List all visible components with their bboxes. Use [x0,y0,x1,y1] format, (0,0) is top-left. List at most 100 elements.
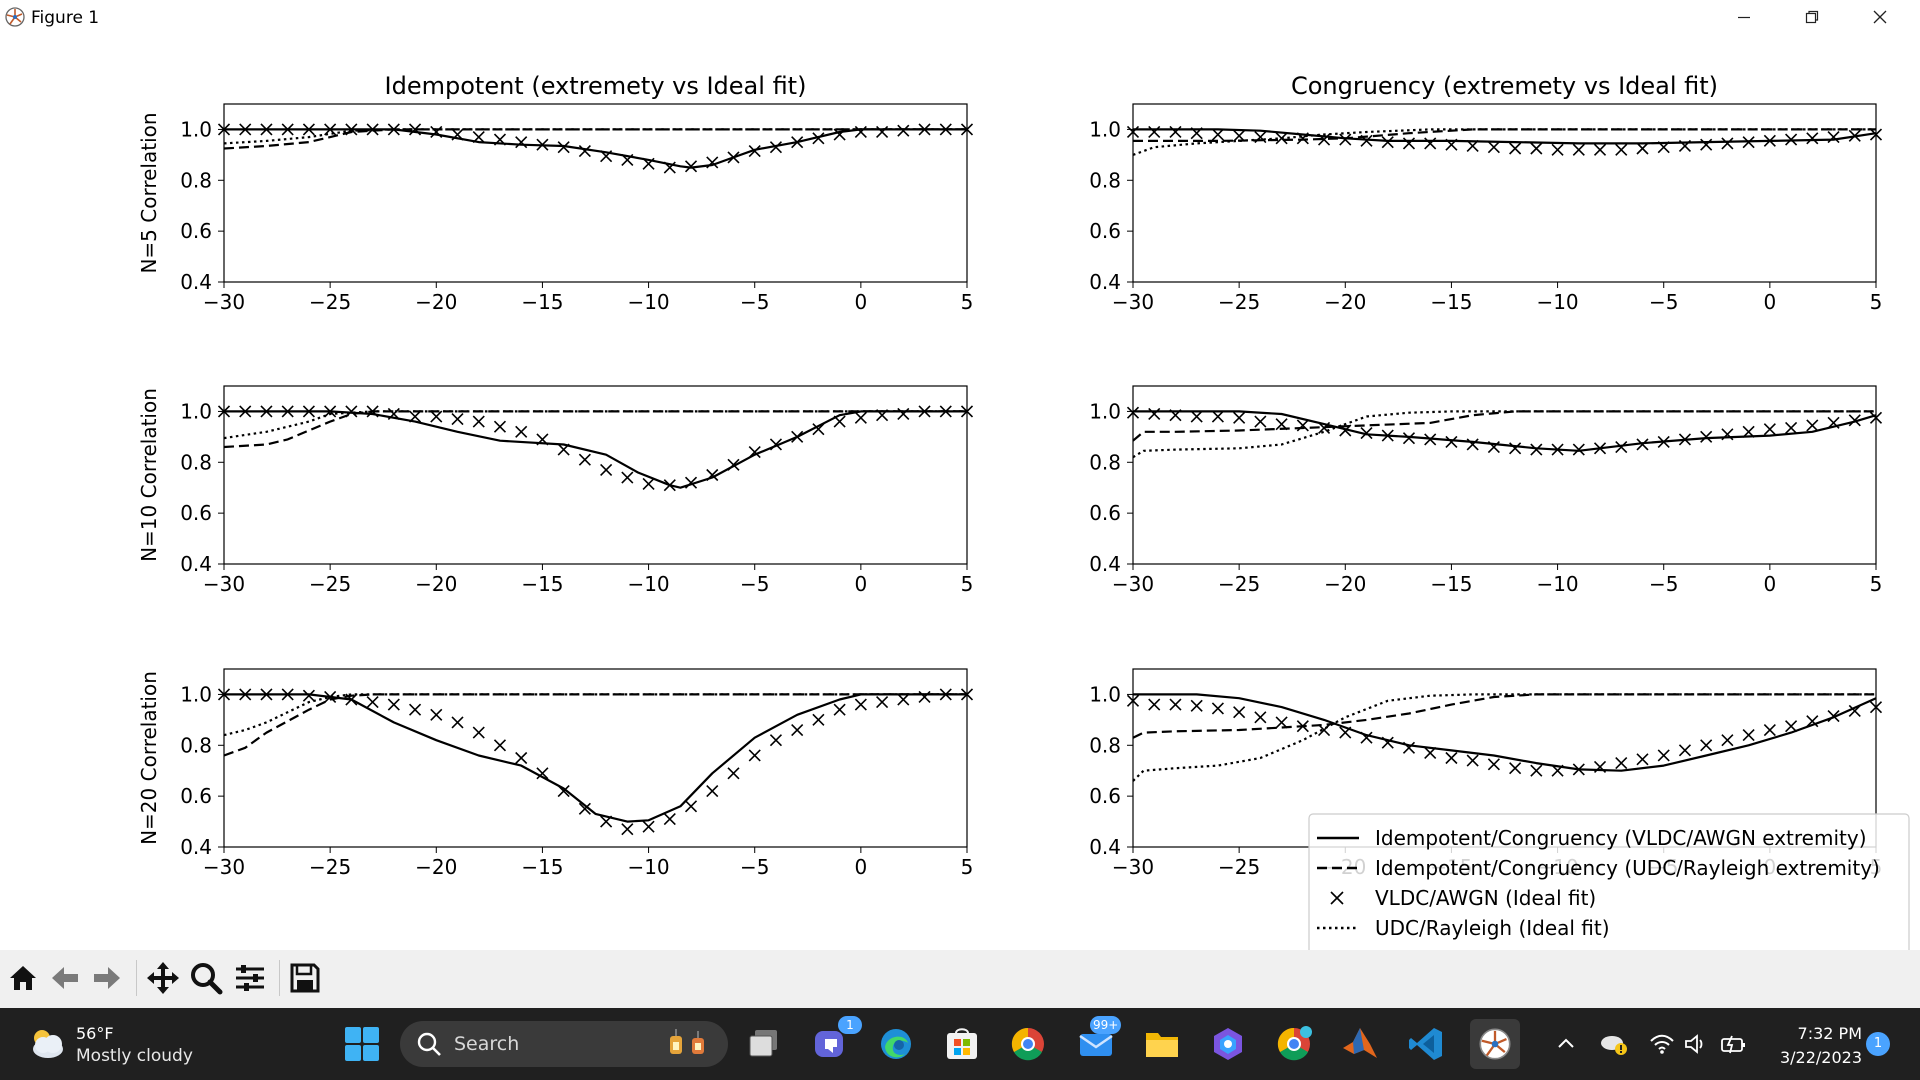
restore-button[interactable] [1778,0,1846,34]
panel-5-vldc-ideal-marker [345,693,358,706]
panel-2-vldc-ideal-marker [1296,132,1309,145]
panel-4-vldc-ideal-marker [1721,428,1734,441]
panel-5-vldc-ideal-marker [387,698,400,711]
file-explorer-button[interactable] [1140,1022,1184,1066]
panel-5-x-tick-label: 0 [854,855,867,879]
home-button[interactable] [2,957,44,999]
panel-4-x-tick-label: −25 [1218,572,1260,596]
panel-4-vldc-ideal-marker [1445,435,1458,449]
weather-widget[interactable]: 56°F Mostly cloudy [26,1022,226,1068]
show-hidden-icons-button[interactable] [1544,1022,1588,1066]
panel-1-axes-frame [223,103,968,283]
weather-temp: 56°F [76,1024,114,1043]
panel-2-udc-extremity-line [1133,128,1876,142]
chrome-button[interactable] [1006,1022,1050,1066]
back-button[interactable] [44,957,86,999]
panel-4-vldc-extremity-line [1133,410,1877,452]
panel-2-vldc-ideal-marker [1700,138,1713,151]
zoom-button[interactable] [185,957,227,999]
battery-button[interactable] [1712,1022,1756,1066]
start-button[interactable] [340,1022,384,1066]
panel-2-vldc-ideal-marker [1466,139,1479,153]
copilot-button[interactable] [1206,1022,1250,1066]
panel-1-vldc-ideal-marker [493,133,507,146]
configure-subplots-button[interactable] [229,957,271,999]
notification-badge[interactable]: 1 [1866,1032,1890,1056]
system-clock[interactable]: 7:32 PM 3/22/2023 [1762,1022,1862,1070]
panel-5-y-tick-label: 0.6 [180,784,212,808]
chrome-profile-button[interactable] [1272,1022,1316,1066]
panel-1-vldc-ideal-marker [451,128,464,141]
panel-4-vldc-ideal-marker [1233,411,1246,424]
panel-4-vldc-ideal-marker [1593,442,1607,455]
panel-2-vldc-ideal-marker [1721,137,1734,150]
panel-1-x-tick-label: −20 [415,290,457,314]
panel-1-vldc-ideal-marker [345,123,358,136]
panel-1-vldc-ideal-marker [769,141,783,154]
panel-5-vldc-ideal-marker [472,726,485,739]
panel-3-vldc-ideal-marker [239,405,252,418]
panel-5-vldc-ideal-marker [493,739,507,752]
panel-6-vldc-ideal-marker [1148,698,1161,711]
panel-6-vldc-ideal-marker [1551,764,1564,777]
panel-5-y-label: N=20 Correlation [137,671,161,845]
volume-button[interactable] [1674,1022,1718,1066]
figure-canvas[interactable]: −30 −25 −20 −15 −10 −5 0 5 0.4 0.6 0.8 1.0 Idempoten… [0,34,1920,975]
figure-taskbar-button[interactable] [1470,1019,1520,1069]
store-button[interactable] [940,1022,984,1066]
panel-2-vldc-ideal-marker [1360,134,1373,147]
matlab-button[interactable] [1338,1022,1382,1066]
panel-2-vldc-ideal-marker [1806,132,1819,145]
panel-2-vldc-ideal-marker [1148,125,1161,139]
onedrive-tray-button[interactable] [1592,1022,1636,1066]
panel-4-vldc-ideal-marker [1636,438,1649,451]
panel-3-vldc-ideal-marker [324,405,337,418]
panel-6-vldc-ideal-marker [1742,729,1755,742]
panel-1-vldc-ideal-marker [281,123,294,136]
taskbar-search[interactable]: Search [400,1021,728,1067]
panel-5-vldc-ideal-marker [897,693,910,706]
panel-3-y-tick-label: 0.6 [180,501,212,525]
panel-1-vldc-extremity-line [224,128,967,169]
save-figure-button[interactable] [284,957,326,999]
wifi-icon [1650,1034,1674,1054]
panel-3-vldc-ideal-marker [536,433,549,446]
panel-6-vldc-ideal-marker [1785,720,1798,733]
panel-2-y-tick-label: 0.8 [1089,168,1121,192]
task-view-button[interactable] [742,1022,786,1066]
panel-4-vldc-ideal-marker [1169,409,1182,422]
toolbar-separator [136,960,137,996]
panel-3-y-tick-label: 0.8 [180,450,212,474]
panel-6-udc-extremity-line [1132,693,1876,739]
figure-svg: −30 −25 −20 −15 −10 −5 0 5 0.4 0.6 0.8 1.0 Idempoten… [137,72,1910,975]
panel-2-vldc-ideal-marker [1785,133,1798,146]
teams-button[interactable]: 1 [808,1016,862,1066]
panel-3-x-tick-label: 0 [854,572,867,596]
panel-3-x-tick-label: −15 [521,572,563,596]
back-icon [52,967,78,989]
panel-2-vldc-ideal-marker [1169,125,1182,139]
panel-3-udc-ideal-line [223,410,967,440]
vscode-icon [1409,1028,1442,1060]
wifi-button[interactable] [1640,1022,1684,1066]
panel-4-vldc-ideal-marker [1339,424,1352,437]
panel-1-vldc-ideal-marker [854,125,867,139]
minimize-button[interactable] [1710,0,1778,34]
panel-4-x-tick-label: 0 [1763,572,1776,596]
vscode-button[interactable] [1404,1022,1448,1066]
panel-3-vldc-ideal-marker [727,458,740,471]
panel-3-vldc-ideal-marker [260,405,273,418]
pan-button[interactable] [142,957,184,999]
chrome-profile-icon [1277,1026,1312,1061]
panel-1-y-tick-label: 1.0 [180,117,212,141]
close-button[interactable] [1846,0,1914,34]
panel-1-y-tick-label: 0.6 [180,219,212,243]
forward-button[interactable] [86,957,128,999]
mail-button[interactable]: 99+ [1074,1016,1122,1066]
panel-5-x-tick-label: −25 [309,855,351,879]
panel-2-x-tick-label: −5 [1649,290,1678,314]
panel-6-vldc-ideal-marker [1509,762,1522,775]
edge-button[interactable] [874,1022,918,1066]
panel-4-y-tick-label: 1.0 [1089,399,1121,423]
panel-1-vldc-ideal-marker [812,132,825,145]
